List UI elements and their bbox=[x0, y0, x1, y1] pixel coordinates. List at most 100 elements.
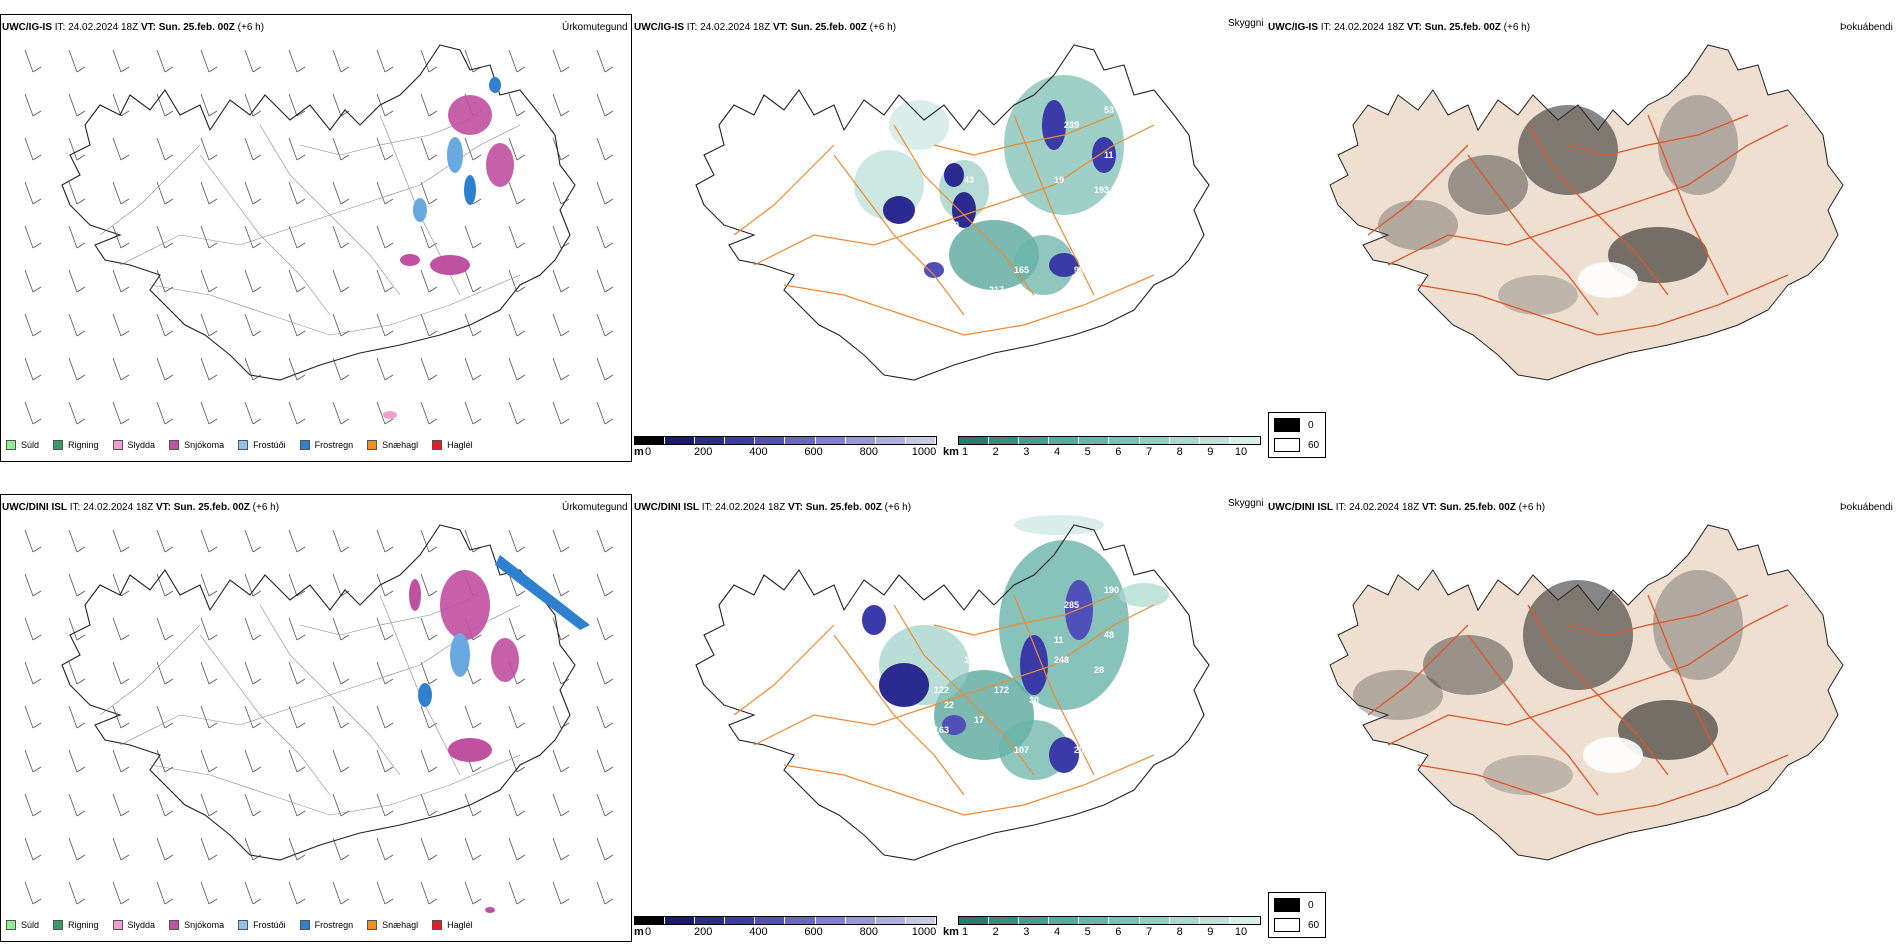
iceland-outline bbox=[61, 44, 576, 381]
road-line bbox=[893, 604, 1035, 776]
wind-barb bbox=[244, 749, 262, 773]
wind-barb bbox=[420, 881, 438, 905]
cloudbase-tick: 1000 bbox=[911, 446, 937, 458]
wind-barb bbox=[508, 93, 526, 117]
wind-barb bbox=[332, 881, 350, 905]
cloudbase-tick: 1000 bbox=[911, 926, 937, 938]
wind-barb bbox=[24, 793, 42, 817]
wind-barb bbox=[376, 881, 394, 905]
wind-barb bbox=[464, 269, 482, 293]
wind-barb bbox=[288, 137, 306, 161]
visibility-tick: 5 bbox=[1084, 926, 1091, 938]
visibility-value-label: 21 bbox=[904, 275, 915, 285]
wind-barb bbox=[112, 573, 130, 597]
wind-barb bbox=[464, 137, 482, 161]
wind-barb bbox=[244, 181, 262, 205]
wind-barb bbox=[596, 401, 614, 425]
wind-barb bbox=[244, 313, 262, 337]
wind-barb bbox=[200, 617, 218, 641]
wind-barb bbox=[508, 49, 526, 73]
wind-barb bbox=[112, 837, 130, 861]
road-line bbox=[99, 624, 201, 716]
visibility-swatch bbox=[1139, 917, 1170, 924]
visibility-swatch bbox=[1139, 437, 1170, 444]
wind-barb bbox=[508, 269, 526, 293]
wind-barb bbox=[288, 313, 306, 337]
model-name: UWC/IG-IS bbox=[2, 22, 52, 33]
wind-barb bbox=[68, 573, 86, 597]
cloudbase-swatch bbox=[695, 917, 726, 924]
wind-barb bbox=[156, 313, 174, 337]
cloudbase-swatch bbox=[905, 437, 936, 444]
wind-barb bbox=[596, 93, 614, 117]
wind-barb bbox=[508, 357, 526, 381]
visibility-swatch bbox=[989, 437, 1020, 444]
wind-barb bbox=[200, 313, 218, 337]
wind-barb bbox=[288, 837, 306, 861]
snow-areas bbox=[383, 77, 514, 419]
wind-barb bbox=[24, 269, 42, 293]
cloudbase-swatch bbox=[875, 437, 906, 444]
blue-areas bbox=[862, 580, 1093, 773]
vis-header: UWC/IG-IS IT: 24.02.2024 18Z VT: Sun. 25… bbox=[634, 22, 897, 33]
visibility-value-label: 205 bbox=[1074, 745, 1090, 755]
wind-barb bbox=[156, 269, 174, 293]
wind-barb bbox=[68, 793, 86, 817]
wind-barb bbox=[552, 617, 570, 641]
wind-barb bbox=[596, 269, 614, 293]
road-line bbox=[783, 754, 1155, 816]
wind-barb bbox=[24, 137, 42, 161]
wind-barb bbox=[420, 705, 438, 729]
wind-barb bbox=[288, 793, 306, 817]
wind-barb bbox=[156, 137, 174, 161]
wind-barb bbox=[156, 401, 174, 425]
wind-barb bbox=[508, 225, 526, 249]
visibility-map-1 bbox=[695, 44, 1210, 381]
wind-barb bbox=[24, 357, 42, 381]
wind-barb bbox=[68, 137, 86, 161]
wind-barb bbox=[552, 401, 570, 425]
roads bbox=[733, 114, 1155, 336]
visibility-value-label: 19 bbox=[1054, 175, 1065, 185]
cloudbase-unit: m bbox=[634, 926, 644, 938]
wind-barb bbox=[200, 49, 218, 73]
precip-legend: Súld Rigning Slydda Snjókoma Frostúði Fr… bbox=[6, 440, 487, 450]
wind-barb bbox=[156, 49, 174, 73]
wind-barb bbox=[156, 529, 174, 553]
fog-title: Þokuábendi bbox=[1840, 22, 1893, 33]
wind-barb bbox=[288, 573, 306, 597]
wind-barb bbox=[200, 705, 218, 729]
visibility-value-label: 172 bbox=[994, 685, 1010, 695]
visibility-value-label: 17 bbox=[974, 715, 985, 725]
road-line bbox=[1467, 154, 1599, 316]
wind-barb bbox=[24, 313, 42, 337]
wind-barb bbox=[200, 573, 218, 597]
legend-item-frostudi: Frostúði bbox=[238, 920, 286, 930]
valid-time: VT: Sun. 25.feb. 00Z bbox=[140, 22, 235, 33]
wind-barb bbox=[244, 881, 262, 905]
road-line bbox=[1527, 604, 1669, 776]
wind-barb bbox=[244, 357, 262, 381]
wind-barb bbox=[244, 837, 262, 861]
wind-barb bbox=[552, 93, 570, 117]
iceland-outline bbox=[61, 524, 576, 861]
road-line bbox=[1567, 594, 1749, 636]
wind-barb bbox=[332, 793, 350, 817]
visibility-tick: 6 bbox=[1115, 446, 1122, 458]
cloudbase-swatch bbox=[905, 917, 936, 924]
wind-barb bbox=[508, 881, 526, 905]
wind-barb bbox=[596, 661, 614, 685]
visibility-tick: 1 bbox=[961, 926, 969, 938]
wind-barb bbox=[332, 573, 350, 597]
wind-barb bbox=[112, 617, 130, 641]
cloudbase-tick: 0 bbox=[644, 446, 652, 458]
wind-barb bbox=[332, 49, 350, 73]
visibility-value-label: 248 bbox=[1054, 655, 1070, 665]
wind-barb bbox=[552, 269, 570, 293]
wind-barb bbox=[376, 401, 394, 425]
visibility-tick: 2 bbox=[992, 926, 999, 938]
wind-barb bbox=[68, 617, 86, 641]
wind-barb bbox=[508, 793, 526, 817]
cloudbase-swatch bbox=[785, 917, 816, 924]
road-line bbox=[149, 754, 521, 816]
